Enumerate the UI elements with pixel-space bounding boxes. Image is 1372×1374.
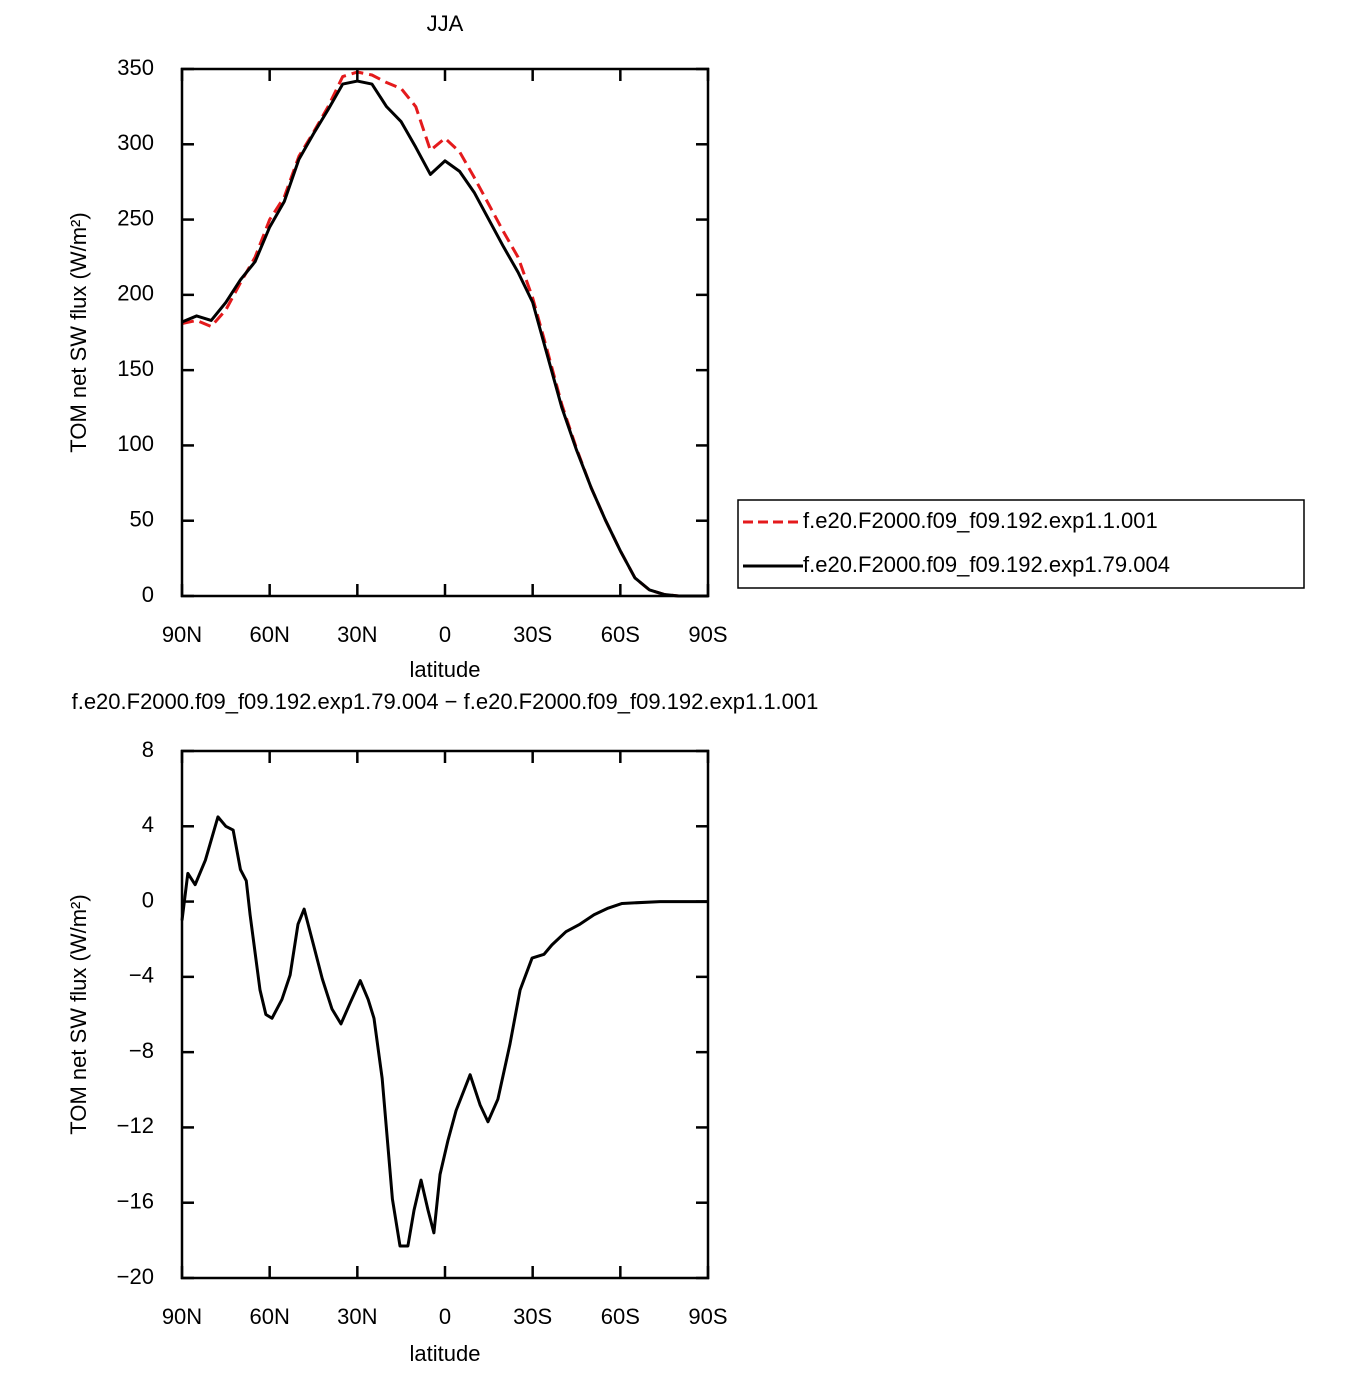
y-tick-label: −20 <box>117 1264 154 1289</box>
x-axis-label: latitude <box>410 657 481 682</box>
y-tick-label: 200 <box>117 281 154 306</box>
x-tick-label: 90N <box>162 1304 202 1329</box>
y-tick-label: 100 <box>117 431 154 456</box>
y-tick-label: 350 <box>117 55 154 80</box>
y-tick-label: 8 <box>142 737 154 762</box>
x-tick-label: 30N <box>337 1304 377 1329</box>
y-tick-label: 0 <box>142 582 154 607</box>
y-tick-label: −8 <box>129 1038 154 1063</box>
x-tick-label: 60N <box>249 1304 289 1329</box>
y-tick-label: −16 <box>117 1189 154 1214</box>
y-tick-label: 150 <box>117 356 154 381</box>
legend-label: f.e20.F2000.f09_f09.192.exp1.1.001 <box>803 508 1158 533</box>
y-tick-label: 4 <box>142 812 154 837</box>
y-tick-label: −4 <box>129 963 154 988</box>
y-tick-label: −12 <box>117 1113 154 1138</box>
y-tick-label: 0 <box>142 887 154 912</box>
plot-frame <box>180 749 710 1280</box>
x-tick-label: 90N <box>162 622 202 647</box>
x-tick-label: 60S <box>601 1304 640 1329</box>
x-tick-label: 90S <box>688 622 727 647</box>
legend: f.e20.F2000.f09_f09.192.exp1.1.001 f.e20.… <box>737 499 1305 589</box>
x-tick-label: 30N <box>337 622 377 647</box>
x-tick-label: 60S <box>601 622 640 647</box>
legend-label: f.e20.F2000.f09_f09.192.exp1.79.004 <box>803 552 1170 577</box>
x-tick-label: 0 <box>439 1304 451 1329</box>
x-axis-label: latitude <box>410 1341 481 1366</box>
data-line <box>181 79 708 598</box>
y-tick-label: 250 <box>117 205 154 230</box>
plot-frame <box>180 67 710 598</box>
x-tick-label: 90S <box>688 1304 727 1329</box>
chart-title: f.e20.F2000.f09_f09.192.exp1.79.004 − f.… <box>72 689 819 714</box>
chart-title: JJA <box>427 11 464 36</box>
y-tick-label: 50 <box>130 507 154 532</box>
x-tick-label: 0 <box>439 622 451 647</box>
y-axis-label: TOM net SW flux (W/m²) <box>66 212 91 452</box>
legend-box <box>737 499 1305 589</box>
x-tick-label: 30S <box>513 622 552 647</box>
data-line <box>180 815 708 1248</box>
data-line <box>181 70 708 598</box>
y-axis-label: TOM net SW flux (W/m²) <box>66 894 91 1134</box>
x-tick-label: 60N <box>249 622 289 647</box>
y-tick-label: 300 <box>117 130 154 155</box>
x-tick-label: 30S <box>513 1304 552 1329</box>
